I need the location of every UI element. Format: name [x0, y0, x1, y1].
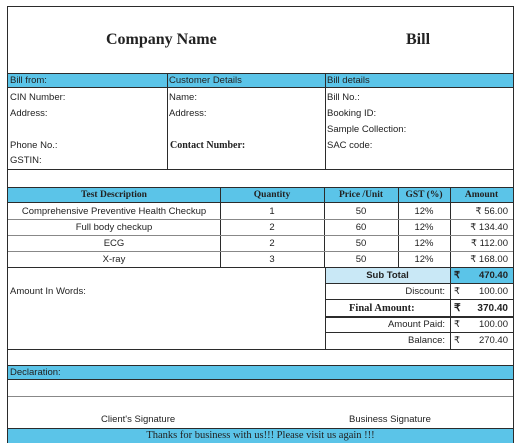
cin-number-label: CIN Number: — [10, 91, 66, 103]
subtotal-value-bg — [450, 268, 513, 283]
row-amount: ₹ 134.40 — [470, 222, 508, 233]
rupee-symbol: ₹ — [454, 335, 461, 346]
rupee-symbol: ₹ — [454, 319, 461, 330]
rupee-symbol: ₹ — [454, 302, 461, 314]
balance-label: Balance: — [408, 335, 445, 346]
discount-value: 100.00 — [478, 286, 508, 297]
business-signature-label: Business Signature — [349, 413, 431, 425]
subtotal-label: Sub Total — [366, 270, 409, 281]
row-price: 50 — [355, 238, 367, 249]
phone-label: Phone No.: — [10, 139, 58, 151]
row-quantity: 1 — [269, 206, 275, 217]
gstin-label: GSTIN: — [10, 154, 42, 166]
contact-number-label: Contact Number: — [170, 139, 246, 151]
declaration-bar — [8, 365, 513, 379]
subtotal-label-bg — [325, 268, 450, 283]
customer-address-label: Address: — [169, 107, 207, 119]
col-test-description: Test Description — [81, 189, 147, 200]
col-gst: GST (%) — [405, 189, 443, 200]
balance-value: 270.40 — [478, 335, 508, 346]
bill-from-heading: Bill from: — [10, 74, 47, 86]
bill-no-label: Bill No.: — [327, 91, 360, 103]
row-description: X-ray — [102, 254, 126, 265]
row-quantity: 3 — [269, 254, 275, 265]
subtotal-value: 470.40 — [478, 270, 508, 281]
row-gst: 12% — [414, 206, 434, 217]
row-amount: ₹ 112.00 — [470, 238, 508, 249]
party-header-bar — [8, 73, 513, 87]
row-gst: 12% — [414, 238, 434, 249]
row-quantity: 2 — [269, 222, 275, 233]
row-amount: ₹ 168.00 — [470, 254, 508, 265]
row-price: 50 — [355, 206, 367, 217]
amount-paid-value: 100.00 — [478, 319, 508, 330]
row-price: 50 — [355, 254, 367, 265]
thanks-bar — [8, 428, 513, 443]
bill-title: Bill — [406, 31, 431, 48]
rupee-symbol: ₹ — [454, 286, 461, 297]
sac-code-label: SAC code: — [327, 139, 373, 151]
booking-id-label: Booking ID: — [327, 107, 377, 119]
bill-from-address-label: Address: — [10, 107, 48, 119]
col-quantity: Quantity — [253, 189, 291, 200]
col-price-unit: Price /Unit — [338, 189, 384, 200]
row-amount: ₹ 56.00 — [475, 206, 508, 217]
items-header-bar — [8, 187, 513, 202]
final-amount-label: Final Amount: — [349, 302, 415, 314]
rupee-symbol: ₹ — [454, 270, 461, 281]
sample-collection-label: Sample Collection: — [327, 123, 407, 135]
amount-in-words-label: Amount In Words: — [10, 285, 86, 297]
customer-name-label: Name: — [169, 91, 197, 103]
customer-details-heading: Customer Details — [169, 74, 242, 86]
col-amount: Amount — [464, 189, 499, 200]
company-name: Company Name — [106, 31, 217, 48]
client-signature-label: Client's Signature — [101, 413, 176, 425]
amount-paid-label: Amount Paid: — [387, 319, 445, 330]
thanks-message: Thanks for business with us!!! Please vi… — [146, 430, 375, 441]
row-description: Comprehensive Preventive Health Checkup — [21, 206, 207, 217]
final-amount-value: 370.40 — [477, 302, 508, 314]
bill-sheet: Company Name Bill Bill from: Customer De… — [7, 6, 514, 443]
row-price: 60 — [355, 222, 367, 233]
discount-label: Discount: — [405, 286, 445, 297]
row-quantity: 2 — [269, 238, 275, 249]
declaration-label: Declaration: — [10, 366, 61, 378]
row-gst: 12% — [414, 222, 434, 233]
row-gst: 12% — [414, 254, 434, 265]
bill-details-heading: Bill details — [327, 74, 370, 86]
row-description: Full body checkup — [75, 222, 153, 233]
row-description: ECG — [103, 238, 125, 249]
